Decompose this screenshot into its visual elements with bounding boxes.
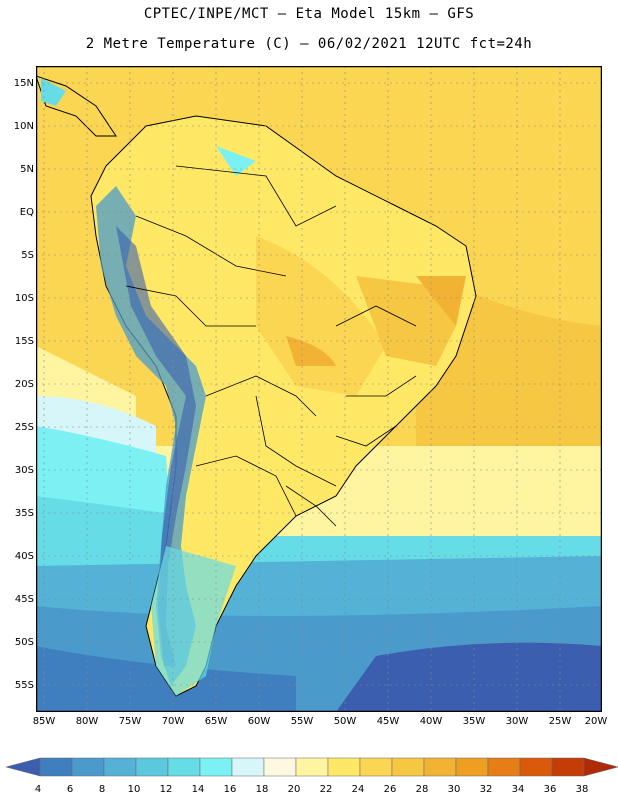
- lat-label-eq: EQ: [19, 207, 34, 218]
- colorbar-swatch: [359, 757, 393, 777]
- colorbar-swatch: [295, 757, 329, 777]
- colorbar-label: 30: [447, 784, 461, 795]
- colorbar-label: 26: [383, 784, 397, 795]
- colorbar-swatch: [39, 757, 73, 777]
- temperature-colorbar: [5, 754, 618, 784]
- lon-label-70w: 70W: [161, 716, 185, 727]
- colorbar-swatch: [103, 757, 137, 777]
- lon-label-25w: 25W: [548, 716, 572, 727]
- central-america-cool: [41, 78, 66, 106]
- colorbar-swatch: [167, 757, 201, 777]
- lat-label-20s: 20S: [14, 379, 34, 390]
- colorbar-label: 4: [34, 784, 42, 795]
- colorbar-swatch: [199, 757, 233, 777]
- central-brazil-warm: [256, 236, 386, 396]
- temperature-map: [36, 66, 602, 712]
- lat-label-15s: 15S: [14, 336, 34, 347]
- colorbar-label: 20: [287, 784, 301, 795]
- lat-label-40s: 40S: [14, 551, 34, 562]
- lat-label-25s: 25S: [14, 422, 34, 433]
- southern-ocean-band-4: [336, 642, 602, 712]
- lat-label-10n: 10N: [13, 121, 34, 132]
- lat-label-55s: 55S: [14, 680, 34, 691]
- lon-label-30w: 30W: [505, 716, 529, 727]
- colorbar-label: 22: [319, 784, 333, 795]
- colorbar-swatch: [551, 757, 585, 777]
- lat-lon-grid: [36, 66, 602, 712]
- colorbar-label: 34: [511, 784, 525, 795]
- colorbar-arrow-right: [583, 757, 618, 777]
- colorbar-swatch: [519, 757, 553, 777]
- lat-label-5n: 5N: [20, 164, 34, 175]
- colorbar-swatch: [263, 757, 297, 777]
- colorbar-svg: [5, 757, 618, 777]
- map-canvas: [36, 66, 602, 712]
- lon-label-35w: 35W: [462, 716, 486, 727]
- title-line-1: CPTEC/INPE/MCT – Eta Model 15km – GFS: [143, 6, 475, 22]
- colorbar-arrow-left: [5, 757, 41, 777]
- venezuela-cool-patch: [216, 146, 256, 176]
- country-borders: [125, 165, 417, 527]
- patagonia-cool: [151, 546, 236, 696]
- colorbar-label: 38: [575, 784, 589, 795]
- mato-grosso-hotspot: [286, 336, 336, 366]
- lon-label-80w: 80W: [75, 716, 99, 727]
- lon-label-45w: 45W: [376, 716, 400, 727]
- lon-label-40w: 40W: [419, 716, 443, 727]
- lat-label-35s: 35S: [14, 508, 34, 519]
- colorbar-swatch: [135, 757, 169, 777]
- lat-label-5s: 5S: [21, 250, 34, 261]
- colorbar-label: 10: [127, 784, 141, 795]
- lon-label-75w: 75W: [118, 716, 142, 727]
- colorbar-swatch: [327, 757, 361, 777]
- colorbar-label: 32: [479, 784, 493, 795]
- lon-label-60w: 60W: [247, 716, 271, 727]
- colorbar-label: 8: [98, 784, 106, 795]
- lat-label-10s: 10S: [14, 293, 34, 304]
- lon-label-65w: 65W: [204, 716, 228, 727]
- colorbar-label: 6: [66, 784, 74, 795]
- colorbar-label: 36: [543, 784, 557, 795]
- lon-label-55w: 55W: [290, 716, 314, 727]
- lon-label-50w: 50W: [333, 716, 357, 727]
- lat-label-15n: 15N: [13, 78, 34, 89]
- colorbar-swatch: [71, 757, 105, 777]
- lat-label-50s: 50S: [14, 637, 34, 648]
- colorbar-label: 28: [415, 784, 429, 795]
- lon-label-20w: 20W: [584, 716, 608, 727]
- colorbar-swatch: [231, 757, 265, 777]
- colorbar-label: 12: [159, 784, 173, 795]
- andes-coldest: [116, 226, 196, 666]
- colorbar-swatch: [423, 757, 457, 777]
- colorbar-label: 18: [255, 784, 269, 795]
- map-frame: [36, 66, 602, 712]
- colorbar-swatch: [455, 757, 489, 777]
- colorbar-label: 16: [223, 784, 237, 795]
- lon-label-85w: 85W: [32, 716, 56, 727]
- colorbar-label: 24: [351, 784, 365, 795]
- colorbar-label: 14: [191, 784, 205, 795]
- colorbar-swatch: [391, 757, 425, 777]
- colorbar-swatch: [487, 757, 521, 777]
- lat-label-30s: 30S: [14, 465, 34, 476]
- lat-label-45s: 45S: [14, 594, 34, 605]
- title-line-2: 2 Metre Temperature (C) – 06/02/2021 12U…: [85, 36, 533, 52]
- northeast-hotspot: [416, 276, 466, 326]
